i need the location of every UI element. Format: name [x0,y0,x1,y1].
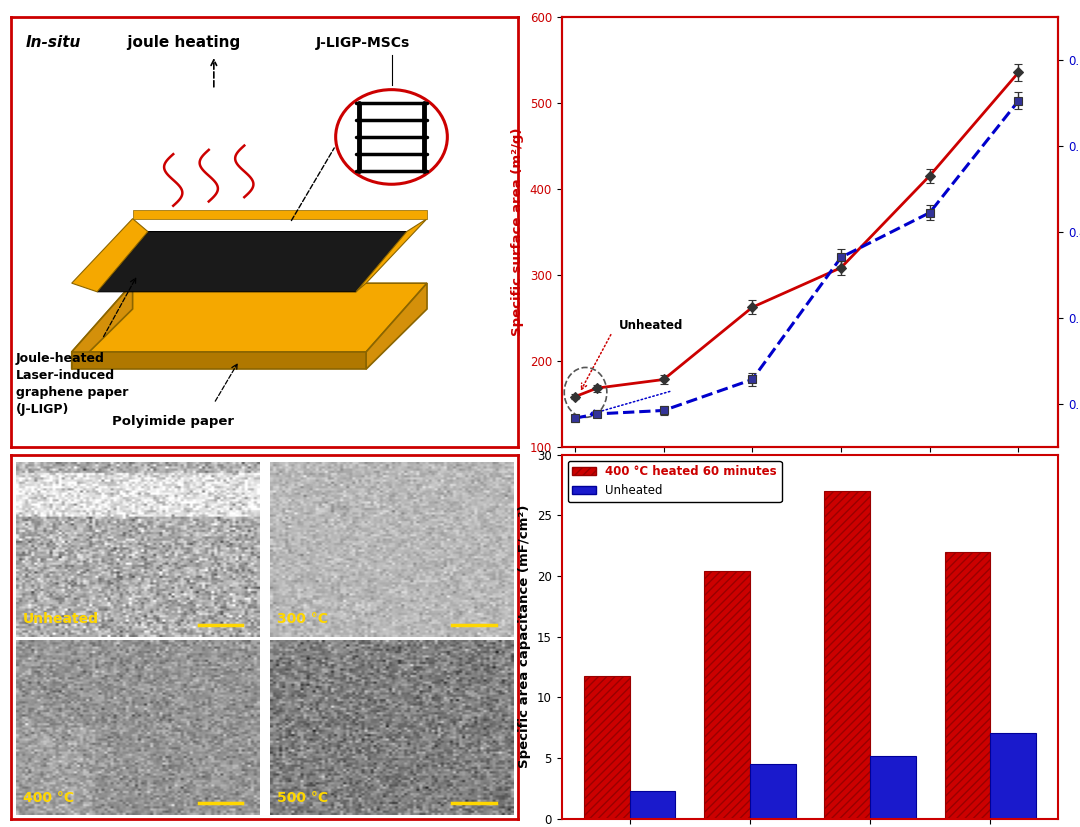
Legend: 400 °C heated 60 minutes, Unheated: 400 °C heated 60 minutes, Unheated [567,461,782,502]
Circle shape [336,89,447,184]
Text: Joule-heated
Laser-induced
graphene paper
(J-LIGP): Joule-heated Laser-induced graphene pape… [16,352,129,416]
Bar [704,571,750,819]
Bar [824,491,870,819]
Text: Unheated: Unheated [23,612,99,626]
Polygon shape [71,283,133,369]
Text: Unheated: Unheated [619,318,684,332]
Text: In-situ: In-situ [26,35,81,50]
Text: 300 °C: 300 °C [276,612,328,626]
Bar [945,552,990,819]
Polygon shape [133,210,427,218]
Polygon shape [71,218,148,292]
Polygon shape [71,352,366,369]
Bar [630,791,675,819]
Polygon shape [97,232,407,292]
Y-axis label: Specific surface area (m²/g): Specific surface area (m²/g) [511,127,524,336]
Bar [870,756,916,819]
Text: J-LIGP-MSCs: J-LIGP-MSCs [315,36,409,50]
Polygon shape [366,283,427,369]
Y-axis label: Specific area capacitance (mF/cm²): Specific area capacitance (mF/cm²) [518,505,531,768]
Text: Polyimide paper: Polyimide paper [112,415,234,428]
Bar [750,764,796,819]
Text: joule heating: joule heating [122,35,241,50]
Polygon shape [71,283,427,352]
Polygon shape [356,218,427,292]
Text: 400 °C: 400 °C [23,791,75,805]
X-axis label: Joule heating temperature (°C): Joule heating temperature (°C) [683,475,937,490]
Bar [990,733,1036,819]
Bar [584,676,630,819]
Text: 500 °C: 500 °C [276,791,328,805]
